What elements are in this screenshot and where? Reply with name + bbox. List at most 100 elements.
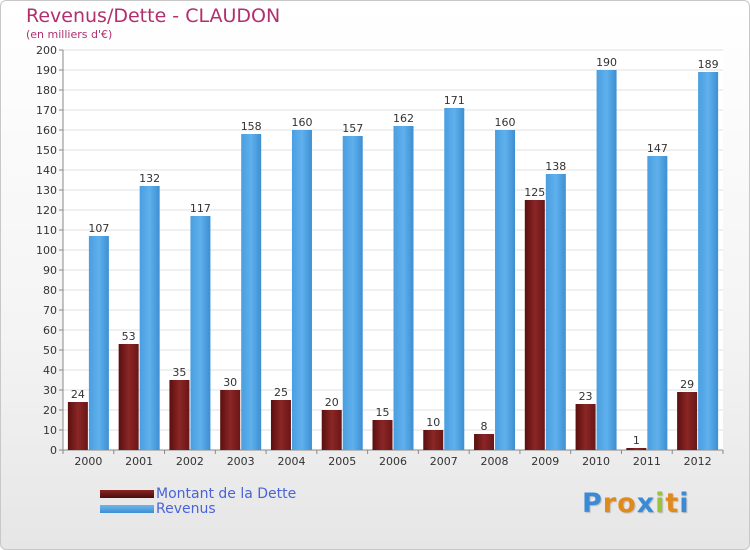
y-tick-label: 100	[36, 244, 57, 257]
y-tick-label: 40	[43, 364, 57, 377]
data-label-revenue: 117	[190, 202, 211, 215]
data-label-revenue: 162	[393, 112, 414, 125]
legend-swatch-debt	[100, 489, 154, 498]
x-tick-label: 2002	[176, 455, 204, 468]
data-label-debt: 25	[274, 386, 288, 399]
data-label-revenue: 158	[241, 120, 262, 133]
y-tick-label: 140	[36, 164, 57, 177]
proxiti-logo: Proxiti	[582, 488, 690, 519]
bar-revenue	[241, 134, 262, 450]
x-tick-label: 2004	[277, 455, 305, 468]
data-label-revenue: 138	[545, 160, 566, 173]
y-tick-label: 180	[36, 84, 57, 97]
data-label-revenue: 157	[342, 122, 363, 135]
y-tick-label: 190	[36, 64, 57, 77]
logo-letter: i	[679, 488, 690, 519]
data-label-debt: 23	[579, 390, 593, 403]
bar-debt	[270, 400, 291, 450]
bar-debt	[423, 430, 444, 450]
chart-title: Revenus/Dette - CLAUDON	[26, 5, 281, 27]
logo-letter: x	[636, 488, 656, 519]
bar-debt	[626, 448, 647, 450]
bar-revenue	[596, 70, 617, 450]
legend-item-revenue: Revenus	[100, 500, 296, 517]
data-label-revenue: 160	[495, 116, 516, 129]
y-tick-label: 80	[43, 284, 57, 297]
bar-revenue	[647, 156, 668, 450]
data-label-debt: 24	[71, 388, 85, 401]
legend-item-debt: Montant de la Dette	[100, 485, 297, 502]
logo-letter: o	[617, 488, 637, 519]
y-tick-label: 150	[36, 144, 57, 157]
bar-revenue	[444, 108, 465, 450]
bar-debt	[118, 344, 139, 450]
bar-revenue	[545, 174, 566, 450]
bar-debt	[677, 392, 698, 450]
data-label-debt: 53	[122, 330, 136, 343]
bar-debt	[474, 434, 495, 450]
x-tick-label: 2008	[481, 455, 509, 468]
logo-letter: r	[602, 488, 618, 519]
bar-revenue	[291, 130, 312, 450]
bar-debt	[321, 410, 342, 450]
data-label-debt: 10	[426, 416, 440, 429]
data-label-debt: 1	[633, 434, 640, 447]
y-tick-label: 30	[43, 384, 57, 397]
data-label-revenue: 171	[444, 94, 465, 107]
y-tick-label: 20	[43, 404, 57, 417]
y-tick-label: 60	[43, 324, 57, 337]
bar-revenue	[393, 126, 414, 450]
logo-letter: t	[665, 488, 680, 519]
y-tick-label: 70	[43, 304, 57, 317]
data-label-revenue: 160	[291, 116, 312, 129]
bar-debt	[169, 380, 190, 450]
bar-debt	[372, 420, 393, 450]
logo-letter: P	[582, 488, 603, 519]
x-tick-label: 2010	[582, 455, 610, 468]
y-tick-label: 10	[43, 424, 57, 437]
bar-revenue	[190, 216, 211, 450]
chart-subtitle: (en milliers d'€)	[26, 28, 113, 41]
legend-label-revenue: Revenus	[156, 500, 216, 517]
data-label-revenue: 189	[698, 58, 719, 71]
x-tick-label: 2005	[328, 455, 356, 468]
bar-debt	[575, 404, 596, 450]
legend-swatch-revenue	[100, 504, 154, 513]
y-tick-label: 90	[43, 264, 57, 277]
x-tick-label: 2011	[633, 455, 661, 468]
data-label-debt: 20	[325, 396, 339, 409]
x-tick-label: 2009	[531, 455, 559, 468]
data-label-debt: 8	[481, 420, 488, 433]
data-label-debt: 15	[376, 406, 390, 419]
legend-label-debt: Montant de la Dette	[156, 485, 297, 502]
bar-debt	[220, 390, 241, 450]
y-tick-label: 160	[36, 124, 57, 137]
logo-letter: i	[655, 488, 666, 519]
bar-revenue	[139, 186, 160, 450]
bar-revenue	[495, 130, 516, 450]
x-tick-label: 2000	[74, 455, 102, 468]
data-label-revenue: 107	[88, 222, 109, 235]
y-tick-label: 120	[36, 204, 57, 217]
data-label-revenue: 190	[596, 56, 617, 69]
x-tick-label: 2007	[430, 455, 458, 468]
y-tick-label: 110	[36, 224, 57, 237]
bar-revenue	[342, 136, 363, 450]
bar-revenue	[88, 236, 109, 450]
y-tick-label: 130	[36, 184, 57, 197]
data-label-debt: 125	[524, 186, 545, 199]
bar-debt	[524, 200, 545, 450]
data-label-debt: 35	[172, 366, 186, 379]
data-label-revenue: 132	[139, 172, 160, 185]
y-tick-label: 50	[43, 344, 57, 357]
x-tick-label: 2001	[125, 455, 153, 468]
data-label-revenue: 147	[647, 142, 668, 155]
y-tick-label: 170	[36, 104, 57, 117]
data-label-debt: 29	[680, 378, 694, 391]
y-tick-label: 200	[36, 44, 57, 57]
x-tick-label: 2003	[227, 455, 255, 468]
x-tick-label: 2012	[684, 455, 712, 468]
bar-revenue	[698, 72, 719, 450]
data-label-debt: 30	[223, 376, 237, 389]
